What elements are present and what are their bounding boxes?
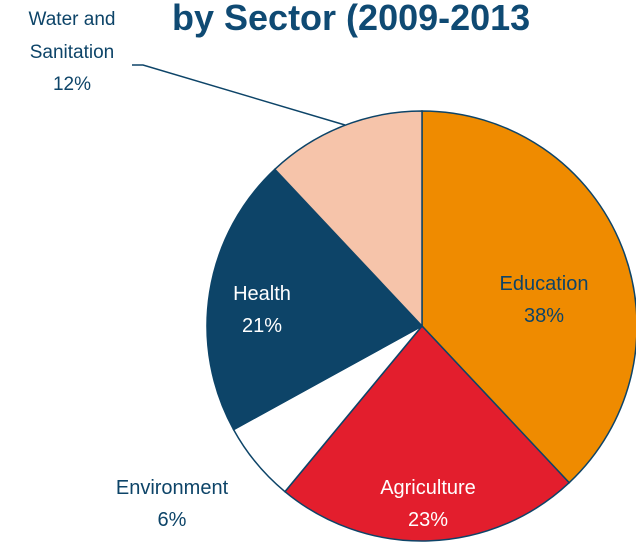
label-environment: Environment — [116, 477, 229, 499]
water-sanitation-leader-line — [132, 64, 346, 126]
chart-title: by Sector (2009-2013 — [172, 0, 530, 38]
label-water-sanitation-line1: Water and — [29, 9, 116, 30]
label-water-sanitation-value: 12% — [53, 74, 91, 95]
pie-slice-agriculture — [283, 324, 571, 542]
label-health: Health — [233, 283, 291, 305]
pie-slice-water-and-sanitation — [273, 110, 423, 328]
label-education: Education — [500, 273, 589, 295]
label-environment-value: 6% — [158, 509, 187, 531]
label-health-value: 21% — [242, 315, 282, 337]
pie-slice-education — [421, 110, 636, 484]
label-agriculture-value: 23% — [408, 509, 448, 531]
pie-slice-health — [206, 168, 424, 431]
pie-slices — [206, 110, 636, 542]
label-education-value: 38% — [524, 305, 564, 327]
label-water-sanitation-line2: Sanitation — [30, 42, 115, 63]
label-agriculture: Agriculture — [380, 477, 476, 499]
